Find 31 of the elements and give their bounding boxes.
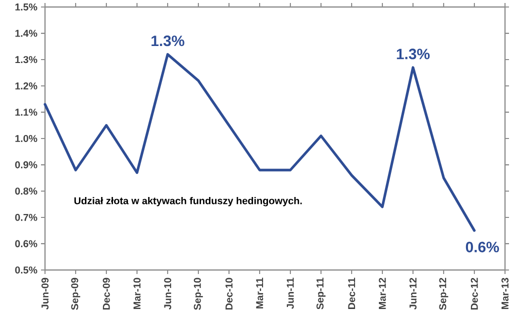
x-tick-label: Mar-10 [133,278,141,309]
x-tick-label: Mar-13 [501,278,509,309]
y-tick-label: 1.2% [15,82,38,90]
x-tick-label: Jun-12 [409,278,417,310]
y-tick-label: 0.5% [15,266,38,274]
y-tick-label: 0.9% [15,161,38,168]
y-tick-label: 0.8% [15,188,38,195]
x-tick-label: Sep-10 [194,278,203,310]
data-label: 0.6% [466,242,499,252]
x-tick-label: Jun-10 [164,278,172,310]
x-tick-label: Dec-11 [348,278,356,309]
x-tick-label: Mar-12 [378,278,386,309]
y-tick-label: 0.7% [15,214,38,221]
x-tick-label: Dec-12 [470,278,478,310]
x-tick-label: Dec-09 [102,278,110,310]
y-tick-label: 1.3% [15,56,38,64]
x-tick-label: Jun-11 [286,278,294,309]
y-tick-label: 1.0% [15,134,38,142]
y-tick-label: 1.4% [15,30,38,37]
y-tick-label: 0.6% [15,240,38,248]
y-tick-label: 1.1% [15,108,38,116]
x-tick-label: Dec-10 [225,278,233,310]
annotation: Udział złota w aktywach funduszy hedingowych. [74,196,302,206]
x-tick-label: Mar-11 [256,278,264,308]
y-tick-label: 1.5% [15,3,38,11]
x-tick-label: Sep-11 [316,278,326,310]
data-label: 1.3% [396,48,430,60]
x-tick-label: Sep-12 [439,278,448,310]
x-tick-label: Sep-09 [71,278,80,310]
data-label: 1.3% [152,36,184,46]
x-tick-label: Jun-09 [41,278,49,310]
